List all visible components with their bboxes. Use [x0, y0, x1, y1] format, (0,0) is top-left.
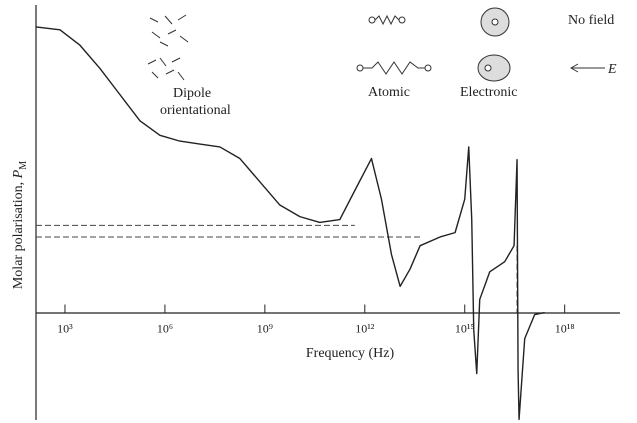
electronic-icons	[478, 8, 510, 81]
x-axis-label: Frequency (Hz)	[306, 346, 395, 361]
annotation: orientational	[160, 103, 231, 118]
field-arrow	[571, 64, 605, 72]
annotation: E	[607, 62, 617, 77]
annotation: Atomic	[368, 85, 410, 100]
annotation: Dipole	[173, 86, 211, 101]
x-tick-label: 10³	[57, 322, 73, 336]
y-axis-label-symbol: P	[11, 169, 26, 179]
y-axis-label-subscript: M	[18, 161, 29, 170]
x-tick-label: 10⁶	[157, 322, 173, 336]
y-axis-label-text: Molar polarisation,	[11, 182, 26, 289]
x-tick-label: 10¹²	[355, 322, 375, 336]
x-tick-label: 10¹⁸	[555, 322, 575, 336]
x-tick-label: 10¹⁵	[455, 322, 475, 336]
chart: Dipole orientational Atomic Electronic N…	[0, 0, 637, 423]
annotation: No field	[568, 13, 614, 28]
y-axis-label: Molar polarisation, PM	[11, 161, 29, 289]
atomic-icons	[357, 16, 431, 74]
annotation: Electronic	[460, 85, 518, 100]
x-tick-label: 10⁹	[257, 322, 273, 336]
dipole-icons	[148, 15, 188, 80]
